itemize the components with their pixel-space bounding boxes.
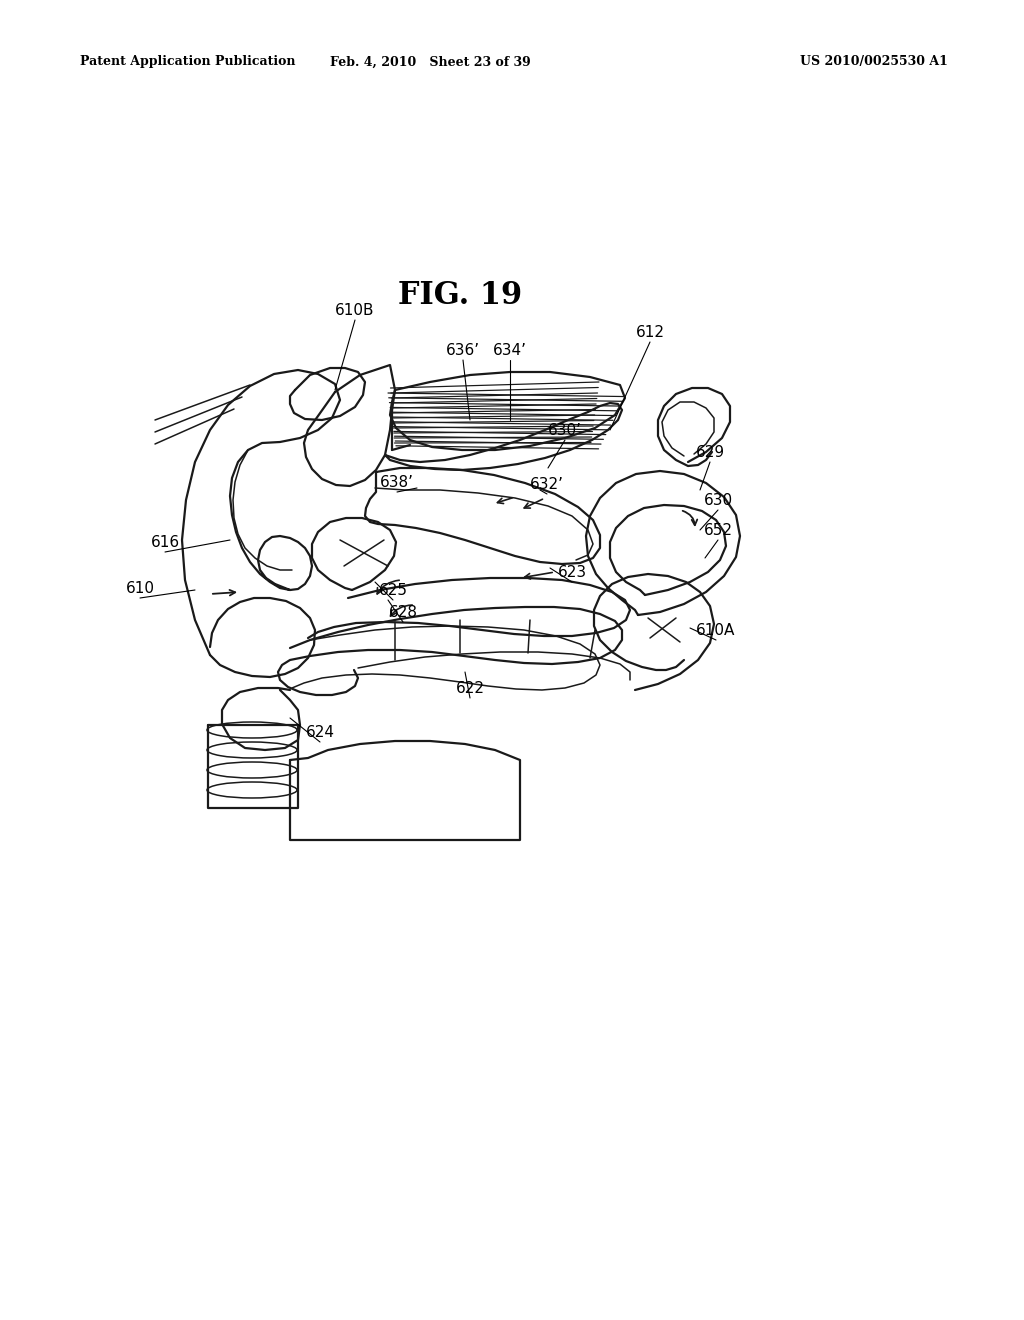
Text: 632’: 632’: [530, 477, 564, 492]
Text: 622: 622: [456, 681, 484, 696]
Text: US 2010/0025530 A1: US 2010/0025530 A1: [800, 55, 948, 69]
Text: 636’: 636’: [445, 343, 480, 358]
Text: 612: 612: [636, 325, 665, 341]
Text: 610A: 610A: [696, 623, 735, 638]
Text: Patent Application Publication: Patent Application Publication: [80, 55, 296, 69]
Text: FIG. 19: FIG. 19: [398, 280, 522, 310]
Text: 624: 624: [305, 725, 335, 741]
Text: 652: 652: [703, 523, 732, 539]
Text: 630’: 630’: [548, 422, 582, 438]
Text: 625: 625: [379, 583, 408, 598]
Text: 638’: 638’: [380, 475, 414, 490]
Text: 623: 623: [557, 565, 587, 579]
Text: 634’: 634’: [493, 343, 527, 358]
Text: 616: 616: [151, 535, 179, 550]
Text: 630: 630: [703, 492, 732, 508]
Text: Feb. 4, 2010   Sheet 23 of 39: Feb. 4, 2010 Sheet 23 of 39: [330, 55, 530, 69]
Text: 610: 610: [126, 581, 155, 597]
Text: 629: 629: [695, 445, 725, 459]
Text: 610B: 610B: [335, 304, 375, 318]
Text: 628: 628: [388, 605, 418, 620]
